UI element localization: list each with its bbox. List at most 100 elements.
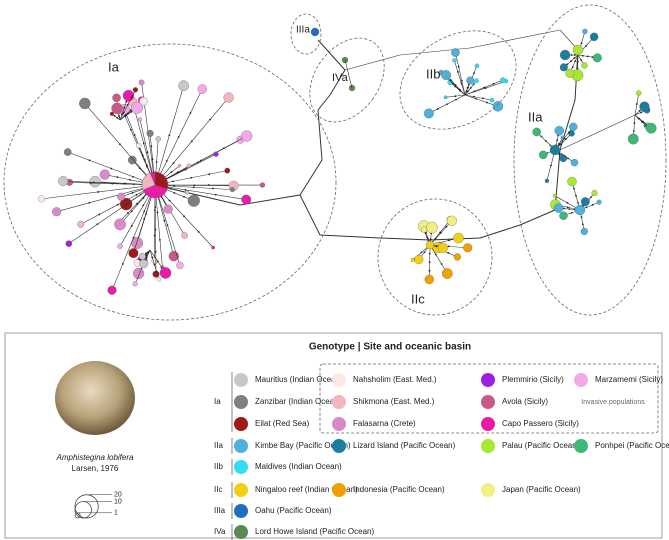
haplotype-node — [135, 142, 142, 149]
median-vector — [177, 136, 180, 138]
haplotype-node — [452, 58, 457, 63]
median-vector — [426, 236, 428, 239]
haplotype-node — [549, 144, 561, 156]
median-vector — [435, 245, 438, 248]
median-vector — [556, 139, 559, 142]
median-vector — [125, 203, 128, 206]
haplotype-node — [229, 187, 235, 193]
genotype-label: IIa — [214, 441, 223, 450]
scale-label: 1 — [114, 510, 118, 517]
median-vector — [153, 234, 156, 237]
haplotype-node — [117, 243, 123, 249]
median-vector — [155, 161, 158, 163]
legend-swatch — [234, 460, 248, 474]
median-vector — [131, 191, 134, 194]
median-vector — [576, 67, 579, 70]
legend-label: Avola (Sicily) — [502, 397, 548, 406]
median-vector — [145, 256, 148, 258]
haplotype-node — [453, 232, 464, 244]
legend-label: Mauritius (Indian Ocean) — [255, 375, 343, 384]
legend-label: Lord Howe Island (Pacific Ocean) — [255, 527, 375, 536]
median-vector — [492, 82, 495, 85]
haplotype-node — [52, 207, 62, 217]
haplotype-node — [442, 268, 453, 279]
median-vector — [127, 212, 129, 214]
network-edge — [154, 184, 163, 268]
haplotype-node — [410, 257, 415, 262]
median-vector — [130, 224, 133, 227]
median-vector — [129, 109, 132, 111]
haplotype-node — [37, 195, 45, 203]
median-vector — [473, 72, 475, 75]
median-vector — [208, 173, 211, 176]
haplotype-node — [114, 218, 126, 231]
median-vector — [434, 253, 437, 256]
median-vector — [486, 101, 488, 104]
median-vector — [568, 208, 571, 210]
median-vector — [183, 195, 186, 198]
median-vector — [577, 201, 579, 204]
legend-swatch — [332, 373, 346, 387]
haplotype-node — [65, 240, 73, 247]
haplotype-node — [636, 90, 642, 96]
median-vector — [483, 86, 485, 89]
haplotype-node — [500, 77, 506, 84]
median-vector — [155, 270, 158, 273]
median-vector — [550, 164, 552, 167]
cluster-label: IIIa — [296, 25, 310, 36]
network-edge — [344, 59, 353, 89]
legend-swatch — [234, 525, 248, 539]
median-vector — [209, 118, 212, 121]
haplotype-node — [137, 117, 143, 122]
legend-swatch — [234, 439, 248, 453]
network-edge — [239, 194, 301, 206]
haplotype-node — [176, 261, 184, 270]
median-vector — [146, 151, 149, 154]
scale-label: 20 — [114, 492, 122, 499]
haplotype-node — [580, 197, 590, 207]
species-name: Amphistegina lobifera — [56, 453, 134, 462]
legend-label: Japan (Pacific Ocean) — [502, 485, 581, 494]
network-edge — [317, 39, 346, 71]
median-vector — [145, 252, 148, 255]
haplotype-node — [538, 150, 548, 160]
median-vector — [563, 137, 566, 140]
median-vector — [116, 117, 119, 119]
haplotype-node — [581, 62, 588, 69]
median-vector — [110, 167, 113, 170]
median-vector — [88, 201, 91, 204]
network-edge — [317, 109, 323, 161]
median-vector — [635, 103, 638, 105]
median-vector — [560, 153, 563, 156]
haplotype-wedge — [141, 172, 156, 191]
median-vector — [130, 110, 133, 113]
haplotype-node — [596, 199, 602, 205]
legend: Ia Mauritius (Indian Ocean) Zanzibar (Indi… — [74, 372, 669, 540]
median-vector — [133, 133, 136, 136]
legend-label: Ningaloo reef (Indian Ocean) — [255, 485, 358, 494]
species-author: Larsen, 1976 — [72, 464, 119, 473]
network-edge — [559, 114, 636, 151]
haplotype-node — [559, 154, 568, 163]
legend-label: Indonesia (Pacific Ocean) — [353, 485, 445, 494]
cluster-outline — [290, 13, 322, 55]
haplotype-node — [559, 211, 568, 220]
median-vector — [192, 186, 195, 189]
network-edge — [429, 244, 448, 274]
median-vector — [136, 202, 138, 205]
legend-swatch — [234, 395, 248, 409]
haplotype-wedge — [154, 171, 168, 190]
median-vector — [570, 54, 573, 56]
median-vector — [154, 250, 157, 253]
median-vector — [455, 98, 457, 101]
median-vector — [566, 206, 569, 209]
median-vector — [142, 197, 145, 200]
median-vector — [638, 109, 641, 112]
median-vector — [165, 160, 168, 162]
median-vector — [428, 261, 431, 264]
median-vector — [436, 107, 439, 110]
haplotype-node — [117, 192, 126, 201]
haplotype-node — [492, 101, 504, 112]
median-vector — [125, 100, 128, 103]
haplotype-node — [443, 95, 448, 100]
